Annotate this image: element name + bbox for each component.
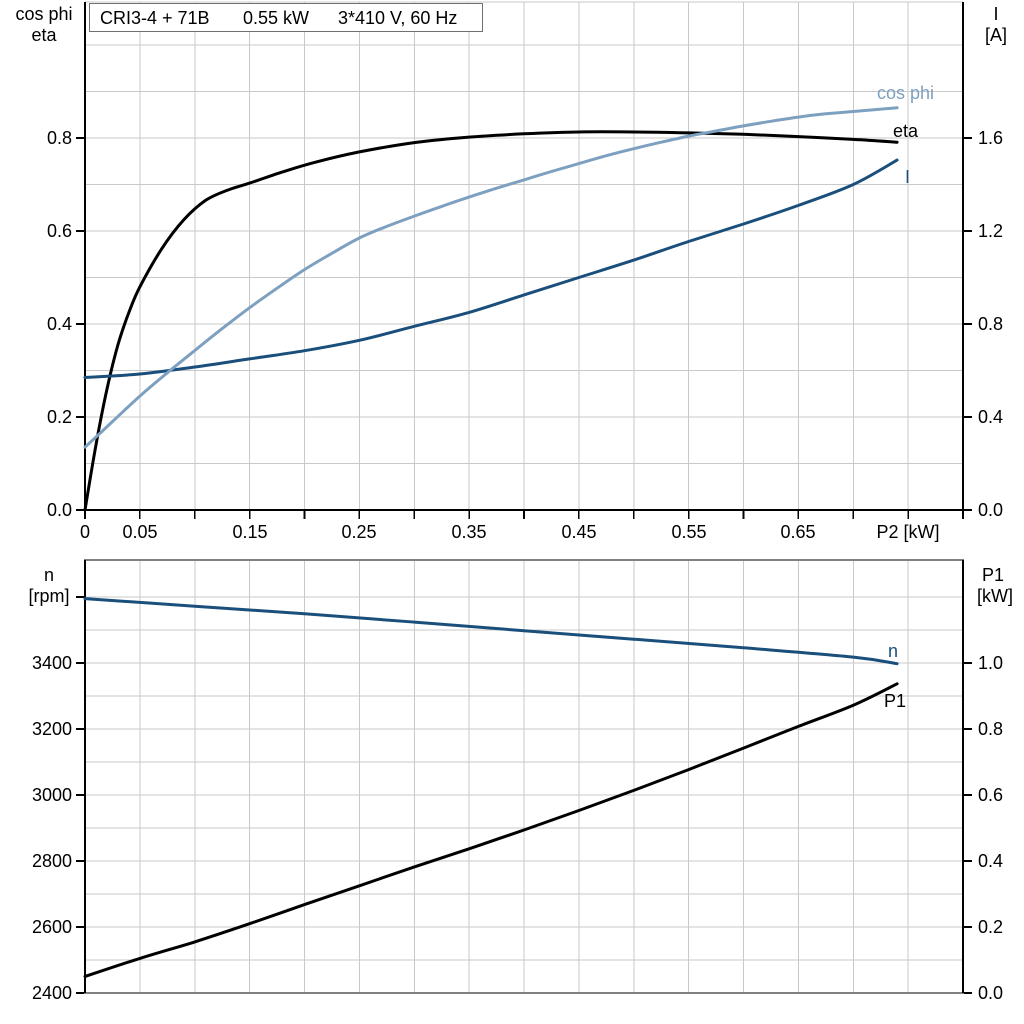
bottom-left-tick: 3400 xyxy=(32,653,72,673)
chart-title-power: 0.55 kW xyxy=(243,8,309,28)
P1-curve xyxy=(83,682,899,978)
top-right-tick: 0.4 xyxy=(978,407,1003,427)
current-curve-label: I xyxy=(905,167,910,187)
top-right-tick: 0.8 xyxy=(978,314,1003,334)
bottom-right-tick: 0.6 xyxy=(978,785,1003,805)
top-left-tick: 0.4 xyxy=(47,314,72,334)
cos-phi-curve-label: cos phi xyxy=(877,83,934,103)
top-x-tick: 0.15 xyxy=(232,522,267,542)
n-curve xyxy=(83,597,899,666)
top-x-tick: 0.65 xyxy=(780,522,815,542)
bottom-right-axis-title-2: [kW] xyxy=(977,586,1013,606)
top-x-axis-title: P2 [kW] xyxy=(876,522,939,542)
chart-title-model: CRI3-4 + 71B xyxy=(100,8,210,28)
top-left-tick: 0.6 xyxy=(47,221,72,241)
top-x-tick: 0.25 xyxy=(341,522,376,542)
bottom-right-tick: 1.0 xyxy=(978,653,1003,673)
top-axes xyxy=(84,1,964,511)
top-left-axis-title-1: cos phi xyxy=(15,4,72,24)
top-right-tick: 1.6 xyxy=(978,128,1003,148)
top-right-tick: 1.2 xyxy=(978,221,1003,241)
top-gridlines xyxy=(85,2,963,510)
top-x-tick: 0 xyxy=(80,522,90,542)
cos phi-curve xyxy=(83,106,899,449)
bottom-chart: n [rpm] P1 [kW] 2400 2600 2800 3000 3200… xyxy=(28,559,1013,1003)
eta-curve-label: eta xyxy=(893,121,919,141)
top-x-tick: 0.55 xyxy=(671,522,706,542)
top-tick-marks xyxy=(76,137,972,519)
bottom-left-tick: 3000 xyxy=(32,785,72,805)
top-curves xyxy=(83,106,899,512)
bottom-left-tick: 3200 xyxy=(32,719,72,739)
bottom-gridlines xyxy=(85,560,963,993)
bottom-left-tick: 2600 xyxy=(32,917,72,937)
chart-title-box xyxy=(89,3,483,32)
top-left-tick: 0.8 xyxy=(47,128,72,148)
speed-curve-label: n xyxy=(888,641,898,661)
bottom-curves xyxy=(83,597,899,978)
eta-curve xyxy=(83,130,899,512)
bottom-left-axis-title-2: [rpm] xyxy=(28,586,69,606)
bottom-right-tick: 0.2 xyxy=(978,917,1003,937)
top-right-axis-title-1: I xyxy=(993,4,998,24)
bottom-left-tick: 2400 xyxy=(32,983,72,1003)
p1-curve-label: P1 xyxy=(884,691,906,711)
top-right-axis-title-2: [A] xyxy=(985,25,1007,45)
top-left-tick: 0.2 xyxy=(47,407,72,427)
bottom-right-tick: 0.4 xyxy=(978,851,1003,871)
top-right-tick: 0.0 xyxy=(978,500,1003,520)
bottom-right-axis-title-1: P1 xyxy=(982,565,1004,585)
bottom-tick-marks xyxy=(76,596,972,994)
top-x-tick: 0.35 xyxy=(451,522,486,542)
I-curve xyxy=(83,158,899,379)
chart-title-supply: 3*410 V, 60 Hz xyxy=(338,8,457,28)
top-chart: CRI3-4 + 71B 0.55 kW 3*410 V, 60 Hz cos … xyxy=(15,1,1007,542)
bottom-right-tick: 0.0 xyxy=(978,983,1003,1003)
top-left-tick: 0.0 xyxy=(47,500,72,520)
top-x-tick: 0.05 xyxy=(122,522,157,542)
top-left-axis-title-2: eta xyxy=(31,25,57,45)
bottom-right-tick: 0.8 xyxy=(978,719,1003,739)
top-x-tick: 0.45 xyxy=(561,522,596,542)
bottom-axes xyxy=(84,559,964,994)
bottom-left-axis-title-1: n xyxy=(44,565,54,585)
bottom-left-tick: 2800 xyxy=(32,851,72,871)
